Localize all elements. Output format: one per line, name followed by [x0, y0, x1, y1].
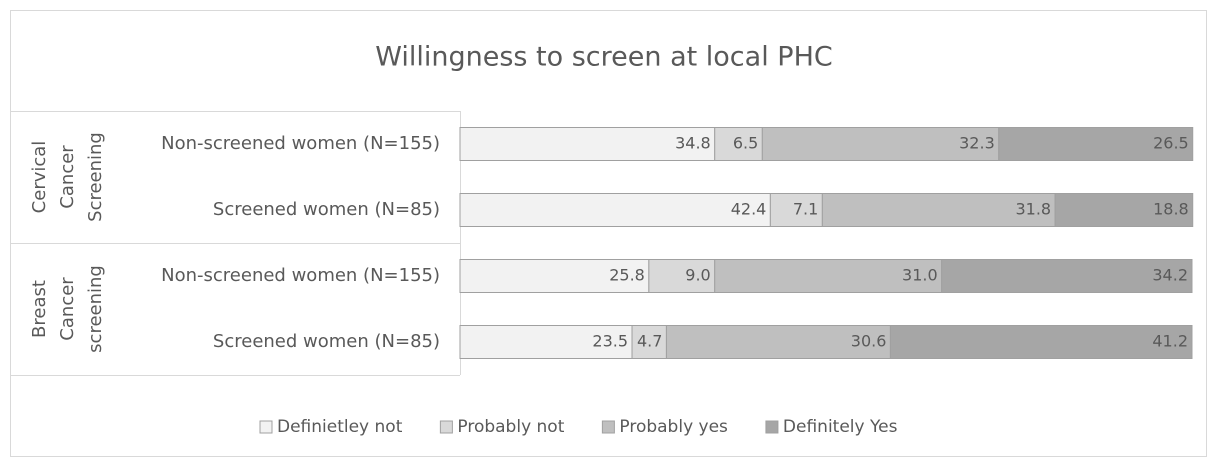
bar-segment [1054, 193, 1194, 227]
value-label: 31.8 [1015, 200, 1051, 219]
group-label: Cervical Cancer Screening [29, 132, 106, 222]
bar-segment [769, 193, 823, 227]
legend-swatch [439, 420, 453, 434]
chart-title: Willingness to screen at local PHC [375, 42, 832, 73]
legend-label: Definitely Yes [783, 417, 898, 437]
value-label: 6.5 [733, 134, 758, 153]
bar-segment [761, 127, 1000, 161]
legend-swatch [259, 420, 273, 434]
legend-label: Probably not [457, 417, 564, 437]
bar-segment [998, 127, 1194, 161]
bar-segment [648, 259, 716, 293]
value-label: 25.8 [609, 266, 645, 285]
value-label: 42.4 [731, 200, 767, 219]
group-label: Breast Cancer screening [29, 265, 106, 353]
value-label: 9.0 [685, 266, 710, 285]
bar-segment [459, 259, 650, 293]
value-label: 41.2 [1152, 332, 1188, 351]
legend-label: Probably yes [619, 417, 728, 437]
value-label: 34.8 [675, 134, 711, 153]
bar-segment [631, 325, 667, 359]
bar-segment [714, 259, 943, 293]
value-label: 31.0 [902, 266, 938, 285]
category-label: Non-screened women (N=155) [161, 133, 440, 154]
category-label: Non-screened women (N=155) [161, 265, 440, 286]
bar-segment [821, 193, 1056, 227]
value-label: 7.1 [793, 200, 818, 219]
bar-segment [714, 127, 763, 161]
bar-segment [459, 193, 771, 227]
value-label: 34.2 [1152, 266, 1188, 285]
category-label: Screened women (N=85) [213, 331, 440, 352]
value-label: 26.5 [1153, 134, 1189, 153]
bar-segment [941, 259, 1193, 293]
bar-segment [889, 325, 1193, 359]
legend-swatch [765, 420, 779, 434]
legend-swatch [601, 420, 615, 434]
value-label: 23.5 [592, 332, 628, 351]
value-label: 4.7 [637, 332, 662, 351]
value-label: 30.6 [851, 332, 887, 351]
legend-label: Definietley not [277, 417, 403, 437]
category-label: Screened women (N=85) [213, 199, 440, 220]
value-label: 18.8 [1153, 200, 1189, 219]
chart-frame [10, 10, 1207, 457]
value-label: 32.3 [959, 134, 995, 153]
